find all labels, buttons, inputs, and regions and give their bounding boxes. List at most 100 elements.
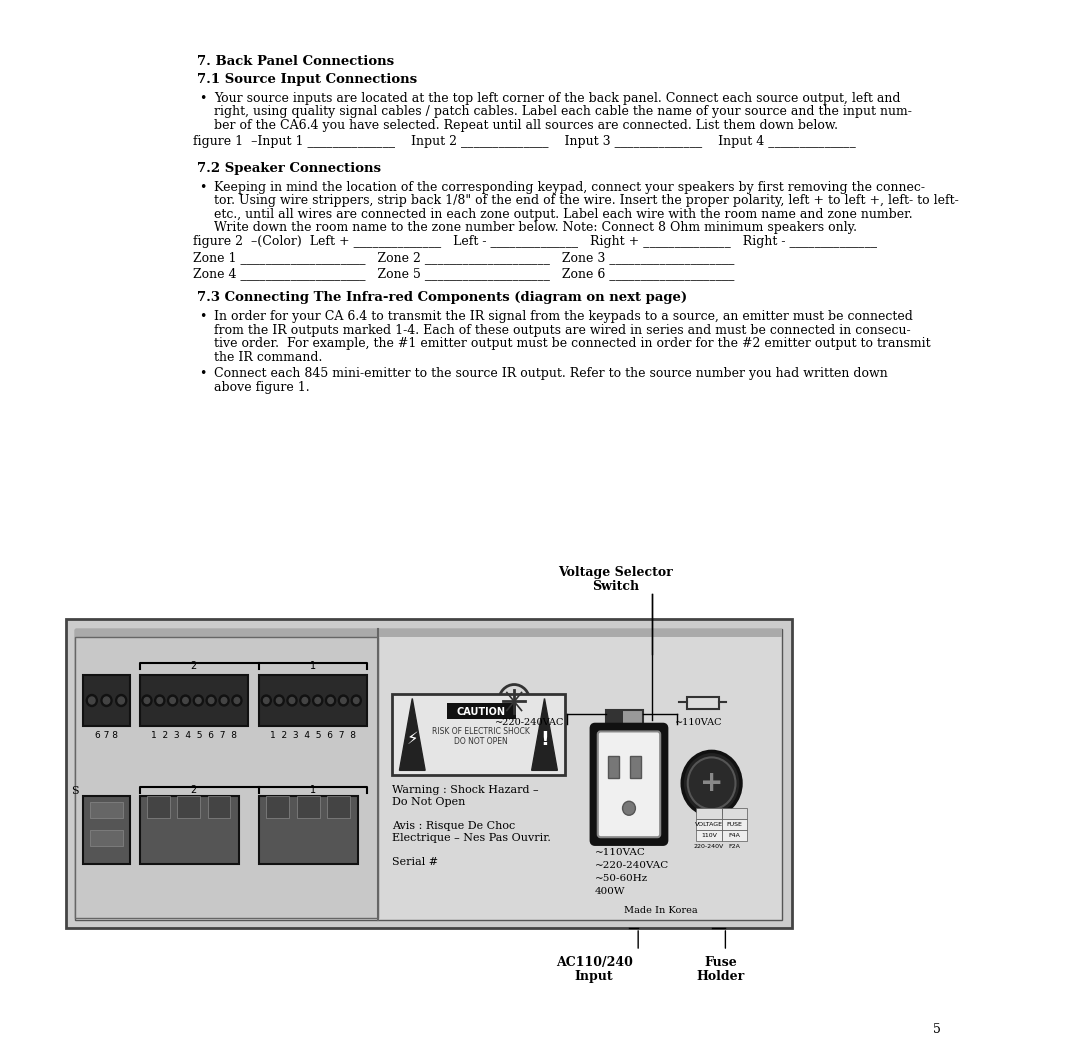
Circle shape (351, 695, 362, 705)
Circle shape (193, 695, 203, 705)
Circle shape (102, 694, 112, 707)
FancyBboxPatch shape (721, 808, 747, 819)
Circle shape (325, 695, 336, 705)
Text: •: • (199, 91, 206, 105)
Text: ⚡: ⚡ (406, 730, 418, 748)
Circle shape (232, 695, 242, 705)
Text: above figure 1.: above figure 1. (214, 380, 310, 394)
Circle shape (688, 757, 735, 809)
Text: right, using quality signal cables / patch cables. Label each cable the name of : right, using quality signal cables / pat… (214, 105, 912, 118)
Text: tor. Using wire strippers, strip back 1/8" of the end of the wire. Insert the pr: tor. Using wire strippers, strip back 1/… (214, 194, 959, 207)
Text: 2: 2 (190, 661, 197, 670)
FancyBboxPatch shape (207, 796, 230, 819)
FancyBboxPatch shape (147, 796, 170, 819)
Circle shape (141, 695, 152, 705)
Circle shape (274, 695, 284, 705)
FancyBboxPatch shape (297, 796, 320, 819)
Text: FUSE: FUSE (727, 822, 743, 827)
FancyBboxPatch shape (392, 693, 565, 775)
Text: Warning : Shock Hazard –: Warning : Shock Hazard – (392, 785, 539, 795)
Circle shape (276, 697, 282, 703)
Text: 7.3 Connecting The Infra-red Components (diagram on next page): 7.3 Connecting The Infra-red Components … (198, 291, 688, 304)
Text: In order for your CA 6.4 to transmit the IR signal from the keypads to a source,: In order for your CA 6.4 to transmit the… (214, 311, 913, 323)
Circle shape (206, 695, 216, 705)
Text: ~50-60Hz: ~50-60Hz (595, 874, 648, 883)
Text: DO NOT OPEN: DO NOT OPEN (455, 738, 508, 746)
FancyBboxPatch shape (696, 819, 721, 830)
FancyBboxPatch shape (696, 808, 721, 819)
Text: F4A: F4A (729, 832, 741, 837)
FancyBboxPatch shape (721, 819, 747, 830)
Text: ~110VAC: ~110VAC (675, 718, 723, 727)
Circle shape (208, 697, 214, 703)
Polygon shape (531, 698, 557, 770)
FancyBboxPatch shape (66, 618, 792, 928)
Text: 5: 5 (933, 1022, 941, 1036)
FancyBboxPatch shape (608, 756, 619, 778)
FancyBboxPatch shape (687, 696, 719, 710)
Text: figure 1  –Input 1 ______________    Input 2 ______________    Input 3 _________: figure 1 –Input 1 ______________ Input 2… (193, 135, 855, 148)
Text: the IR command.: the IR command. (214, 351, 322, 364)
FancyBboxPatch shape (447, 703, 516, 719)
Text: RISK OF ELECTRIC SHOCK: RISK OF ELECTRIC SHOCK (432, 727, 530, 737)
Text: 7.2 Speaker Connections: 7.2 Speaker Connections (198, 162, 381, 175)
Circle shape (264, 697, 269, 703)
FancyBboxPatch shape (606, 711, 622, 730)
Text: Voltage Selector: Voltage Selector (558, 566, 673, 579)
Circle shape (289, 697, 295, 703)
Text: 6 7 8: 6 7 8 (95, 731, 118, 741)
Text: Fuse: Fuse (704, 956, 738, 969)
Text: etc., until all wires are connected in each zone output. Label each wire with th: etc., until all wires are connected in e… (214, 208, 913, 220)
Circle shape (302, 697, 308, 703)
Text: ~110VAC: ~110VAC (595, 848, 646, 857)
Circle shape (340, 697, 347, 703)
FancyBboxPatch shape (76, 629, 782, 920)
Text: 7.1 Source Input Connections: 7.1 Source Input Connections (198, 73, 418, 86)
Text: 400W: 400W (595, 887, 625, 896)
FancyBboxPatch shape (721, 830, 747, 842)
Text: Do Not Open: Do Not Open (392, 797, 465, 807)
Text: !: ! (540, 730, 549, 749)
Text: figure 2  –(Color)  Left + ______________   Left - ______________   Right + ____: figure 2 –(Color) Left + ______________ … (193, 236, 877, 248)
Text: •: • (199, 311, 206, 323)
Circle shape (622, 801, 635, 816)
Circle shape (261, 695, 271, 705)
Text: Switch: Switch (592, 580, 638, 593)
Text: 220-240V: 220-240V (693, 844, 724, 849)
FancyBboxPatch shape (606, 711, 643, 730)
Circle shape (104, 697, 110, 704)
Text: +: + (700, 769, 724, 797)
FancyBboxPatch shape (597, 731, 660, 837)
Text: VOLTAGE: VOLTAGE (694, 822, 723, 827)
FancyBboxPatch shape (592, 724, 666, 845)
Circle shape (180, 695, 190, 705)
FancyBboxPatch shape (259, 796, 359, 864)
Text: from the IR outputs marked 1-4. Each of these outputs are wired in series and mu: from the IR outputs marked 1-4. Each of … (214, 324, 910, 337)
Text: 7. Back Panel Connections: 7. Back Panel Connections (198, 55, 394, 68)
Text: 110V: 110V (701, 832, 717, 837)
Text: 1: 1 (310, 785, 316, 795)
Circle shape (116, 694, 126, 707)
Text: CAUTION: CAUTION (457, 708, 505, 718)
Circle shape (338, 695, 349, 705)
Polygon shape (400, 698, 426, 770)
Circle shape (154, 695, 165, 705)
Text: •: • (199, 181, 206, 193)
Text: •: • (199, 367, 206, 380)
Text: Avis : Risque De Choc: Avis : Risque De Choc (392, 821, 515, 831)
Circle shape (221, 697, 227, 703)
FancyBboxPatch shape (630, 756, 640, 778)
Text: Electrique – Nes Pas Ouvrir.: Electrique – Nes Pas Ouvrir. (392, 833, 551, 844)
Text: Made In Korea: Made In Korea (624, 906, 698, 915)
Circle shape (144, 697, 150, 703)
FancyBboxPatch shape (327, 796, 350, 819)
Text: 1  2  3  4  5  6  7  8: 1 2 3 4 5 6 7 8 (151, 731, 237, 741)
Circle shape (170, 697, 175, 703)
FancyBboxPatch shape (696, 830, 721, 842)
FancyBboxPatch shape (267, 796, 289, 819)
Circle shape (315, 697, 321, 703)
Circle shape (195, 697, 201, 703)
Circle shape (157, 697, 162, 703)
Text: Zone 4 ____________________   Zone 5 ____________________   Zone 6 _____________: Zone 4 ____________________ Zone 5 _____… (193, 267, 734, 281)
FancyBboxPatch shape (90, 830, 123, 846)
